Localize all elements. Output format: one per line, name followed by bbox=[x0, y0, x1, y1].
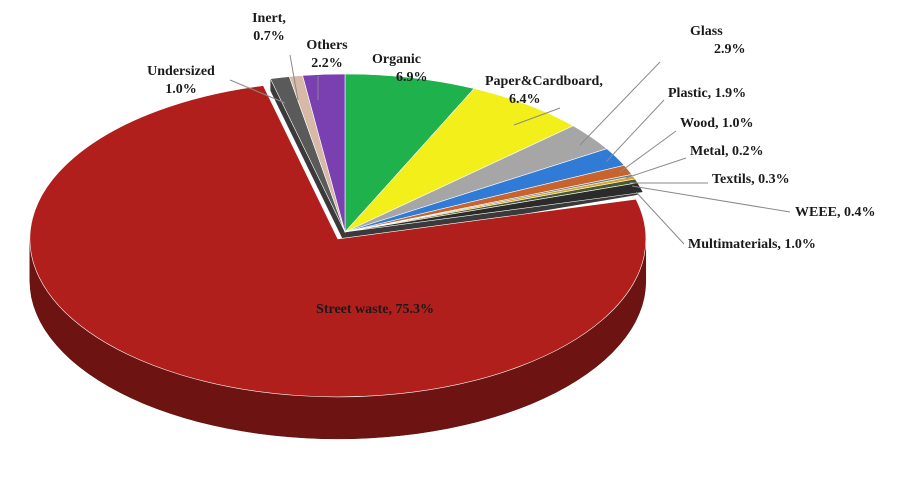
pie-inner-wall-10 bbox=[270, 78, 345, 244]
slice-value-10: 1.0% bbox=[165, 82, 197, 97]
slice-labels: Organic 6.9% Paper&Cardboard, 6.4% Glass 2.9%… bbox=[147, 11, 875, 317]
slice-label-10: Undersized bbox=[147, 64, 215, 79]
leader-line-8 bbox=[635, 191, 685, 245]
slice-label-12: Others bbox=[306, 38, 348, 53]
leader-line-1 bbox=[513, 107, 561, 126]
slice-value-12: 2.2% bbox=[311, 56, 343, 71]
slice-label-5: Metal, 0.2% bbox=[690, 144, 763, 159]
leader-line-5 bbox=[625, 157, 687, 179]
slice-label-4: Wood, 1.0% bbox=[680, 116, 754, 131]
slice-value-2: 2.9% bbox=[714, 42, 746, 57]
pie-slice-9 bbox=[29, 85, 647, 398]
leader-lines bbox=[229, 54, 791, 245]
leader-line-4 bbox=[619, 130, 677, 173]
slice-label-6: Textils, 0.3% bbox=[712, 172, 790, 187]
slice-label-8: Multimaterials, 1.0% bbox=[688, 237, 816, 252]
pie-tops bbox=[29, 73, 647, 398]
slice-value-0: 6.9% bbox=[396, 70, 428, 85]
leader-line-7 bbox=[631, 185, 791, 213]
slice-label-7: WEEE, 0.4% bbox=[795, 205, 876, 220]
leader-line-2 bbox=[579, 61, 661, 146]
slice-value-1: 6.4% bbox=[509, 92, 541, 107]
slice-label-9: Street waste, 75.3% bbox=[316, 302, 434, 317]
leader-line-11 bbox=[289, 54, 299, 101]
slice-value-11: 0.7% bbox=[253, 29, 285, 44]
pie-slice-0 bbox=[344, 73, 475, 233]
slice-label-0: Organic bbox=[372, 52, 421, 67]
slice-label-3: Plastic, 1.9% bbox=[668, 86, 746, 101]
pie-slice-12 bbox=[302, 73, 346, 233]
slice-label-2: Glass bbox=[690, 24, 723, 39]
slice-label-1: Paper&Cardboard, bbox=[485, 74, 603, 89]
slice-label-11: Inert, bbox=[252, 11, 286, 26]
leader-line-3 bbox=[605, 99, 665, 163]
leader-line-10 bbox=[229, 79, 286, 104]
